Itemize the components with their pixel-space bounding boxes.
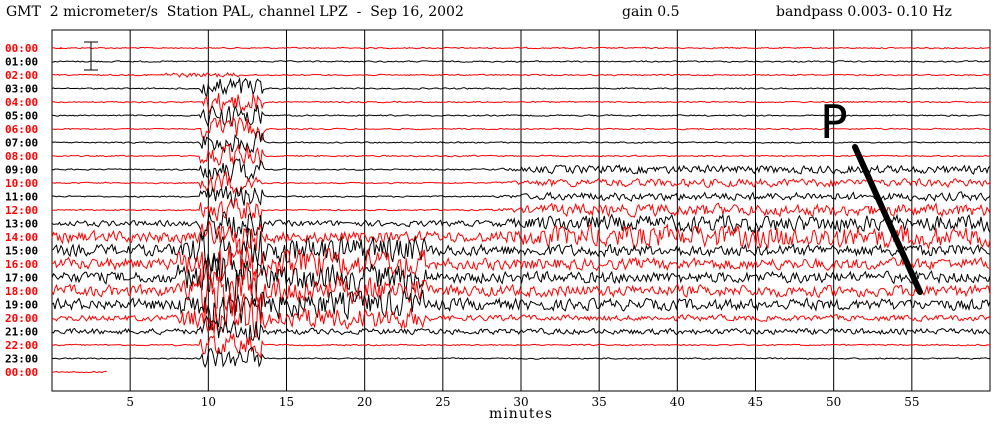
- trace-row: [51, 267, 991, 313]
- row-label: 00:00: [5, 366, 38, 379]
- trace-row: [51, 185, 991, 208]
- trace-row: [51, 72, 991, 78]
- trace-row: [51, 221, 991, 256]
- trace-row: [51, 143, 991, 166]
- chart-title: GMT 2 micrometer/s Station PAL, channel …: [6, 4, 464, 20]
- trace-row: [51, 158, 991, 183]
- trace-row: [51, 211, 991, 240]
- trace-row: [51, 254, 991, 308]
- trace-row: [51, 227, 991, 279]
- trace-row: [51, 116, 991, 142]
- row-label: 22:00: [5, 339, 38, 352]
- row-label: 08:00: [5, 150, 38, 163]
- trace-row: [51, 130, 991, 155]
- row-label: 06:00: [5, 123, 38, 136]
- row-label: 04:00: [5, 96, 38, 109]
- gain-label: gain 0.5: [622, 4, 680, 20]
- trace-row: [51, 370, 107, 374]
- x-tick-label: 55: [904, 395, 919, 409]
- x-tick-label: 15: [279, 395, 294, 409]
- row-label: 09:00: [5, 164, 38, 177]
- trace-row: [51, 346, 991, 369]
- trace-row: [51, 197, 991, 222]
- x-ticks: 5 10 15 20 25 30 35 40 45 50 55: [126, 395, 919, 409]
- x-tick-label: 50: [826, 395, 841, 409]
- x-tick-label: 40: [670, 395, 685, 409]
- row-label: 12:00: [5, 204, 38, 217]
- bandpass-label: bandpass 0.003- 0.10 Hz: [776, 4, 952, 20]
- x-tick-label: 10: [201, 395, 216, 409]
- p-wave-marker-line: [852, 144, 923, 295]
- row-label: 10:00: [5, 177, 38, 190]
- row-label: 02:00: [5, 69, 38, 82]
- trace-row: [51, 104, 991, 129]
- row-label: 15:00: [5, 245, 38, 258]
- trace-row: [51, 333, 991, 360]
- trace-row: [51, 288, 991, 331]
- trace-row: [51, 237, 991, 289]
- row-label: 00:00: [5, 42, 38, 55]
- row-label: 14:00: [5, 231, 38, 244]
- x-tick-label: 20: [357, 395, 372, 409]
- trace-row: [51, 46, 991, 50]
- trace-row: [51, 171, 991, 197]
- x-tick-label: 45: [748, 395, 763, 409]
- row-label: 20:00: [5, 312, 38, 325]
- row-label: 13:00: [5, 218, 38, 231]
- row-label: 18:00: [5, 285, 38, 298]
- row-label: 11:00: [5, 191, 38, 204]
- row-label: 21:00: [5, 326, 38, 339]
- trace-row: [51, 93, 991, 115]
- row-label: 19:00: [5, 299, 38, 312]
- x-axis-label: minutes: [489, 406, 553, 422]
- row-label: 23:00: [5, 353, 38, 366]
- x-tick-label: 30: [513, 395, 528, 409]
- traces: [51, 46, 991, 374]
- scale-bar-label: -: [58, 41, 62, 56]
- scale-bar: -: [58, 41, 98, 71]
- trace-row: [51, 76, 991, 100]
- row-label: 03:00: [5, 83, 38, 96]
- row-label: 05:00: [5, 110, 38, 123]
- trace-row: [51, 60, 991, 63]
- row-label: 16:00: [5, 258, 38, 271]
- p-wave-label: P: [820, 95, 848, 149]
- row-labels: 00:0001:0002:0003:0004:0005:0006:0007:00…: [5, 42, 38, 379]
- trace-row: [51, 293, 991, 338]
- row-label: 01:00: [5, 56, 38, 69]
- row-label: 07:00: [5, 137, 38, 150]
- p-wave-annotation: P: [820, 95, 923, 295]
- row-label: 17:00: [5, 272, 38, 285]
- x-tick-label: 25: [435, 395, 450, 409]
- x-tick-label: 35: [592, 395, 607, 409]
- x-tick-label: 5: [126, 395, 134, 409]
- trace-row: [51, 315, 991, 345]
